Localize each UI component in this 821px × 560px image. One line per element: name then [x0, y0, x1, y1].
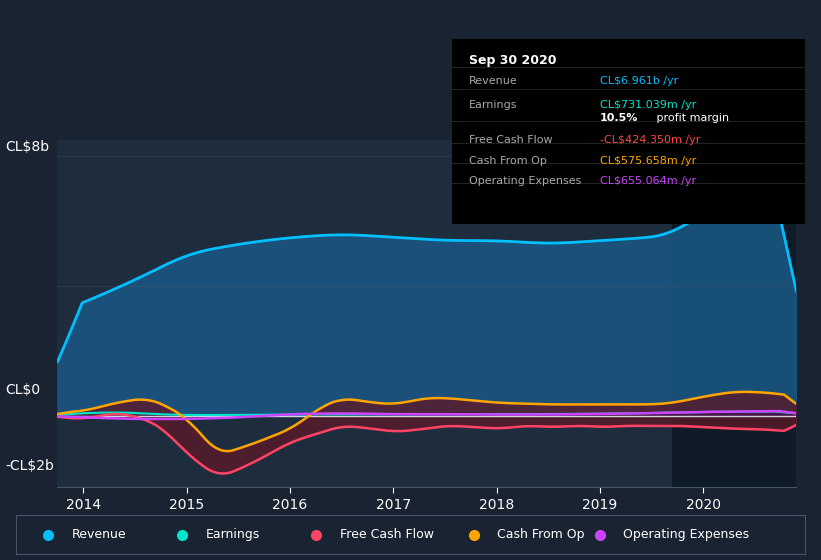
- Text: CL$0: CL$0: [6, 383, 41, 397]
- Text: Operating Expenses: Operating Expenses: [623, 528, 750, 542]
- Text: Earnings: Earnings: [470, 100, 518, 110]
- Text: Cash From Op: Cash From Op: [498, 528, 585, 542]
- Text: Cash From Op: Cash From Op: [470, 156, 547, 166]
- Text: CL$6.961b /yr: CL$6.961b /yr: [600, 76, 678, 86]
- Bar: [672, 140, 796, 487]
- Text: Revenue: Revenue: [470, 76, 518, 86]
- Text: Free Cash Flow: Free Cash Flow: [340, 528, 433, 542]
- Text: CL$8b: CL$8b: [6, 140, 50, 154]
- Text: profit margin: profit margin: [653, 113, 729, 123]
- Text: 10.5%: 10.5%: [600, 113, 638, 123]
- Text: Revenue: Revenue: [71, 528, 126, 542]
- Text: -CL$424.350m /yr: -CL$424.350m /yr: [600, 136, 700, 145]
- Text: -CL$2b: -CL$2b: [6, 459, 55, 473]
- Text: CL$731.039m /yr: CL$731.039m /yr: [600, 100, 696, 110]
- Text: Free Cash Flow: Free Cash Flow: [470, 136, 553, 145]
- Text: Earnings: Earnings: [205, 528, 259, 542]
- Text: Sep 30 2020: Sep 30 2020: [470, 54, 557, 67]
- Text: CL$655.064m /yr: CL$655.064m /yr: [600, 176, 696, 186]
- Text: CL$575.658m /yr: CL$575.658m /yr: [600, 156, 696, 166]
- Text: Operating Expenses: Operating Expenses: [470, 176, 581, 186]
